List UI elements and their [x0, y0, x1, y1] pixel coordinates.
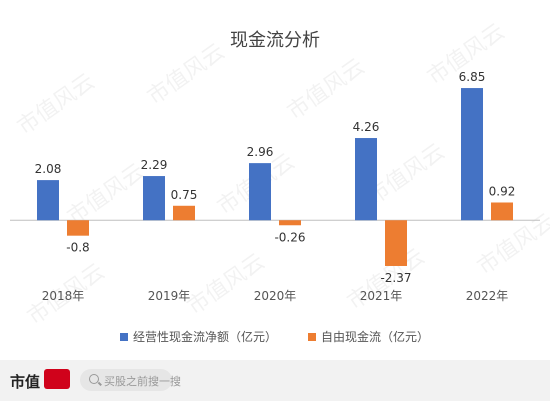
- bar-free-cash-flow: [173, 205, 195, 221]
- legend-swatch: [308, 333, 316, 341]
- legend-label: 自由现金流（亿元）: [321, 329, 429, 344]
- data-label: -0.26: [274, 230, 305, 244]
- bar-free-cash-flow: [67, 220, 89, 236]
- x-tick-label: 2022年: [466, 289, 509, 303]
- bar-free-cash-flow: [491, 202, 513, 221]
- chart-card: 市值风云 市值风云 市值风云 市值风云 市值风云 市值风云 市值风云 市值风云 市值风云 市值风云…: [0, 0, 550, 360]
- bar-free-cash-flow: [279, 220, 301, 226]
- brand-logo-text: 市值: [10, 373, 41, 391]
- x-tick-label: 2018年: [42, 289, 85, 303]
- bar-operating-cash-flow: [249, 163, 271, 221]
- bar-free-cash-flow: [385, 220, 407, 266]
- search-box[interactable]: 买股之前搜一搜: [80, 369, 181, 391]
- tick-label-layer: 2018年 2019年 2020年 2021年 2022年: [42, 289, 509, 303]
- legend: 经营性现金流净额（亿元） 自由现金流（亿元）: [120, 329, 429, 344]
- data-label: -0.8: [66, 241, 89, 255]
- chart-title: 现金流分析: [230, 30, 320, 51]
- legend-swatch: [120, 333, 128, 341]
- bar-operating-cash-flow: [355, 138, 377, 221]
- data-label: 2.08: [35, 162, 62, 176]
- search-placeholder: 买股之前搜一搜: [104, 375, 181, 388]
- search-icon: [89, 374, 99, 384]
- watermark-text: 市值风云: [13, 69, 99, 140]
- watermark-text: 市值风云: [143, 39, 229, 110]
- data-label: 2.96: [247, 145, 274, 159]
- legend-label: 经营性现金流净额（亿元）: [133, 329, 277, 344]
- bar-operating-cash-flow: [461, 88, 483, 221]
- bar-operating-cash-flow: [143, 176, 165, 221]
- data-label: 4.26: [353, 120, 380, 134]
- data-label: -2.37: [380, 271, 411, 285]
- watermark-text: 市值风云: [283, 54, 369, 125]
- watermark-text: 市值风云: [63, 159, 149, 230]
- watermark-text: 市值风云: [183, 249, 269, 320]
- bar-operating-cash-flow: [37, 180, 59, 221]
- bar-layer: 2.08 -0.8 2.29 0.75 2.96 -0.26 4.26 -2.37 6.85 0.…: [35, 70, 516, 285]
- x-tick-label: 2021年: [360, 289, 403, 303]
- footer-bar: 市值 买股之前搜一搜: [0, 360, 550, 401]
- x-tick-label: 2020年: [254, 289, 297, 303]
- data-label: 2.29: [141, 158, 168, 172]
- data-label: 0.75: [171, 188, 198, 202]
- data-label: 0.92: [489, 184, 516, 198]
- data-label: 6.85: [459, 70, 486, 84]
- x-tick-label: 2019年: [148, 289, 191, 303]
- brand-logo-icon: [44, 369, 70, 389]
